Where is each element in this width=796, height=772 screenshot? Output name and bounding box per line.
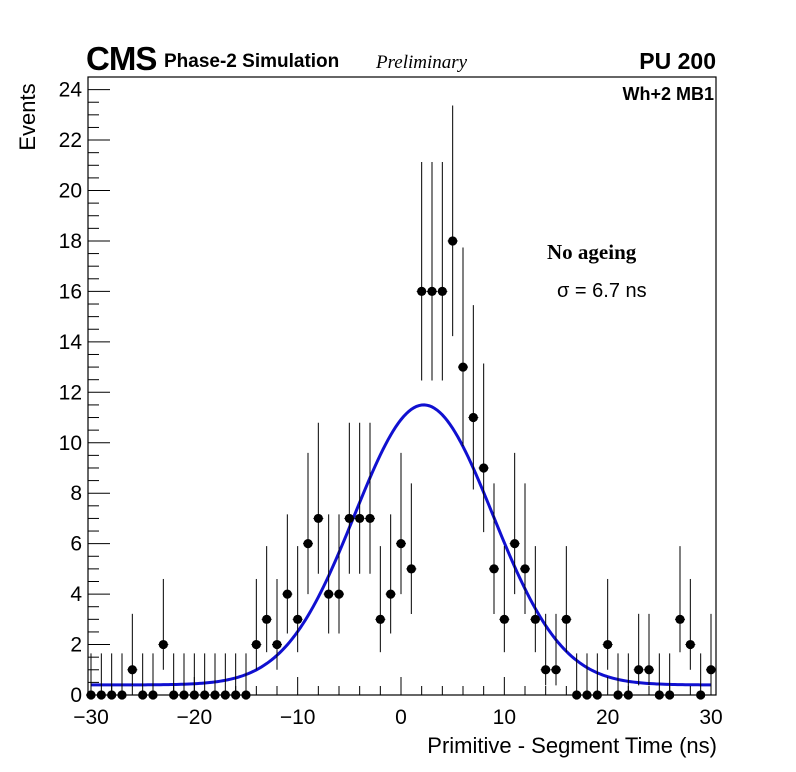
data-point: [458, 362, 468, 372]
data-point: [262, 614, 272, 624]
y-tick-label: 10: [59, 432, 82, 455]
experiment-label: CMS: [86, 40, 157, 77]
data-point: [293, 614, 303, 624]
y-tick-label: 4: [70, 583, 82, 606]
data-point: [406, 564, 416, 574]
data-point: [654, 690, 664, 700]
y-tick-label: 0: [70, 684, 82, 707]
data-point: [313, 513, 323, 524]
data-point: [241, 690, 251, 700]
data-point: [375, 614, 385, 624]
region-label: Wh+2 MB1: [622, 84, 714, 104]
data-point: [499, 614, 509, 624]
data-point: [613, 690, 623, 700]
data-point: [396, 539, 406, 549]
data-point: [634, 665, 644, 675]
data-point: [561, 614, 571, 624]
y-tick-label: 18: [59, 230, 82, 253]
y-tick-label: 12: [59, 381, 82, 404]
x-tick-label: 0: [395, 706, 407, 729]
data-point: [706, 665, 716, 675]
data-point: [572, 690, 582, 700]
data-point: [127, 665, 137, 675]
y-tick-label: 6: [70, 533, 82, 556]
x-tick-label: −10: [280, 706, 316, 729]
data-point: [510, 539, 520, 549]
data-point: [365, 513, 375, 524]
y-tick-label: 20: [59, 180, 82, 203]
data-point: [530, 614, 540, 624]
data-point: [344, 513, 354, 524]
data-point: [386, 589, 396, 599]
y-tick-label: 24: [59, 79, 83, 102]
pileup-label: PU 200: [639, 48, 716, 74]
x-tick-label: 30: [699, 706, 722, 729]
data-point: [685, 639, 695, 650]
y-tick-label: 22: [59, 129, 82, 152]
data-point: [355, 513, 365, 524]
data-point: [427, 286, 437, 297]
y-tick-label: 16: [59, 280, 82, 303]
data-point: [303, 539, 313, 549]
data-point: [220, 690, 230, 700]
data-point: [272, 639, 282, 650]
data-point: [117, 690, 127, 700]
x-tick-label: −20: [177, 706, 213, 729]
data-point: [644, 665, 654, 675]
condition-label: No ageing: [547, 240, 637, 264]
data-point: [541, 665, 551, 675]
plot-frame: [87, 76, 717, 696]
data-point: [138, 690, 148, 700]
data-point: [200, 690, 210, 700]
data-point: [417, 286, 427, 297]
x-tick-label: 10: [493, 706, 516, 729]
data-point: [437, 286, 447, 297]
status-label: Preliminary: [376, 52, 468, 73]
data-point: [520, 564, 530, 574]
data-point: [696, 690, 706, 700]
data-point: [489, 564, 499, 574]
y-tick-label: 14: [59, 331, 83, 354]
data-point: [675, 614, 685, 624]
error-bar-layer: [86, 105, 716, 696]
data-point: [334, 589, 344, 599]
data-point: [448, 236, 458, 246]
data-point: [468, 412, 478, 423]
data-point: [479, 463, 489, 473]
data-point: [251, 639, 261, 650]
data-point: [592, 690, 602, 700]
data-point: [603, 639, 613, 650]
x-tick-label: −30: [73, 706, 109, 729]
x-tick-label: 20: [596, 706, 619, 729]
y-tick-label: 8: [70, 482, 82, 505]
y-axis-title: Events: [15, 83, 40, 151]
y-tick-label: 2: [70, 634, 82, 657]
subtitle-label: Phase-2 Simulation: [164, 51, 340, 72]
data-point: [158, 639, 168, 650]
x-axis-title: Primitive - Segment Time (ns): [427, 733, 717, 758]
data-point: [179, 690, 189, 700]
data-point: [324, 589, 334, 599]
data-point: [551, 665, 561, 675]
sigma-label: σ = 6.7 ns: [557, 280, 647, 302]
data-point: [282, 589, 292, 599]
